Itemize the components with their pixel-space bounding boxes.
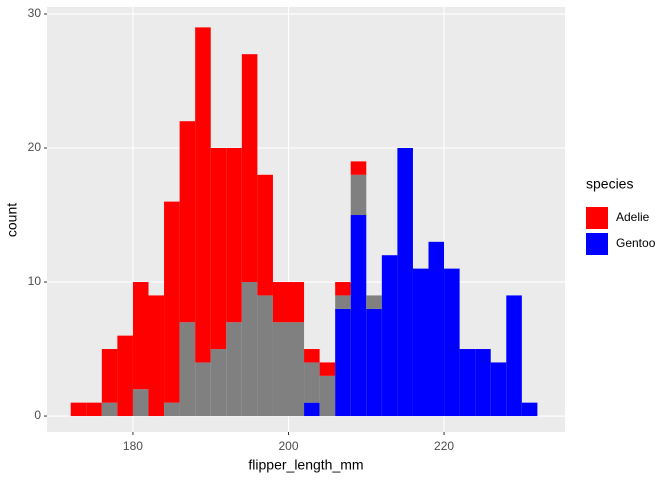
bar-segment — [132, 282, 149, 390]
bar-segment — [70, 402, 87, 417]
bar-segment — [210, 349, 227, 417]
bar-segment — [241, 282, 258, 417]
bar-segment — [428, 241, 445, 417]
bar-segment — [412, 268, 429, 417]
bar-segment — [350, 174, 367, 216]
bar-segment — [397, 147, 413, 417]
bar-segment — [257, 295, 273, 417]
bar-segment — [288, 282, 305, 323]
bar-segment — [132, 389, 149, 417]
bar-segment — [241, 54, 258, 283]
bar-segment — [257, 174, 273, 296]
bar-segment — [226, 147, 242, 323]
y-tick-label: 0 — [34, 408, 41, 422]
bar-segment — [272, 322, 289, 417]
bar-segment — [319, 362, 336, 376]
bar-segment — [148, 295, 165, 417]
x-tick-label: 180 — [123, 439, 143, 453]
x-tick-label: 200 — [278, 439, 298, 453]
legend-title: species — [586, 176, 633, 192]
bar-segment — [304, 349, 320, 363]
bar-segment — [304, 362, 320, 403]
bar-segment — [459, 349, 476, 417]
bar-segment — [350, 215, 367, 417]
y-axis-title: count — [4, 203, 20, 237]
bar-segment — [366, 308, 382, 417]
bar-segment — [164, 201, 180, 403]
bar-segment — [366, 295, 382, 309]
bar-segment — [350, 161, 367, 175]
bar-segment — [381, 255, 398, 417]
bar-segment — [195, 27, 211, 363]
bar-segment — [272, 282, 289, 323]
x-axis-title: flipper_length_mm — [248, 457, 363, 473]
x-tick-label: 220 — [434, 439, 454, 453]
legend-key — [586, 207, 608, 229]
y-tick-label: 10 — [28, 274, 42, 288]
bar-segment — [164, 402, 180, 417]
bar-segment — [304, 402, 320, 417]
bar-segment — [179, 322, 196, 417]
bar-segment — [444, 268, 460, 417]
legend-label: Adelie — [616, 210, 650, 224]
bar-segment — [210, 147, 227, 350]
bar-segment — [179, 121, 196, 323]
bar-segment — [101, 402, 118, 417]
bar-segment — [86, 402, 102, 417]
bar-segment — [101, 349, 118, 403]
bar-segment — [288, 322, 305, 417]
bar-segment — [335, 282, 351, 296]
bar-segment — [335, 295, 351, 309]
bar-segment — [335, 308, 351, 417]
bar-segment — [475, 349, 491, 417]
y-tick-label: 20 — [28, 140, 42, 154]
y-tick-label: 30 — [28, 6, 42, 20]
legend-key — [586, 233, 608, 255]
bar-segment — [226, 322, 242, 417]
bar-segment — [521, 402, 538, 417]
bar-segment — [506, 295, 522, 417]
bar-segment — [319, 375, 336, 417]
bar-segment — [117, 335, 133, 417]
bar-segment — [195, 362, 211, 417]
bar-segment — [490, 362, 507, 417]
legend-label: Gentoo — [616, 236, 656, 250]
